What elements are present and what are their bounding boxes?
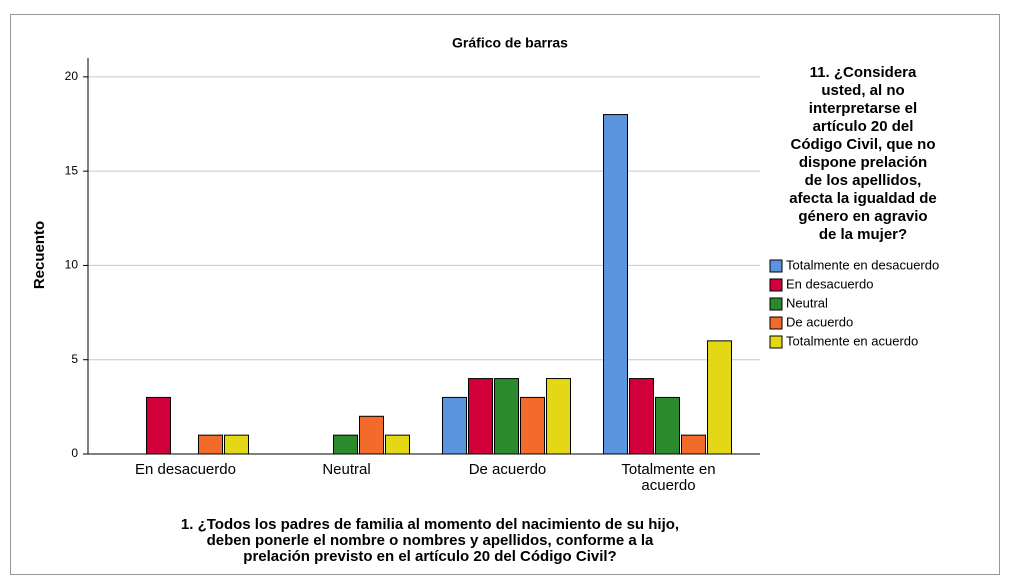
legend-swatch xyxy=(769,335,783,349)
bar xyxy=(146,396,171,455)
bar xyxy=(629,378,654,455)
y-tick-label: 0 xyxy=(71,446,78,460)
bar xyxy=(655,396,680,455)
legend-swatch xyxy=(769,297,783,311)
legend-label: Totalmente en acuerdo xyxy=(786,333,918,348)
bar xyxy=(707,340,732,455)
y-axis-label: Recuento xyxy=(31,221,48,289)
x-axis-label: 1. ¿Todos los padres de familia al momen… xyxy=(180,516,680,565)
x-tick-label: Neutral xyxy=(322,461,371,478)
legend-label: En desacuerdo xyxy=(786,276,873,291)
bar xyxy=(468,378,493,455)
bar xyxy=(494,378,519,455)
x-tick-label: Totalmente en acuerdo xyxy=(621,461,716,494)
bar xyxy=(681,434,706,455)
legend-label: Neutral xyxy=(786,295,828,310)
legend-label: De acuerdo xyxy=(786,314,853,329)
legend-label: Totalmente en desacuerdo xyxy=(786,257,939,272)
x-tick-label: De acuerdo xyxy=(468,461,547,478)
y-tick-label: 15 xyxy=(65,163,79,177)
bar xyxy=(385,434,410,455)
chart-title: Gráfico de barras xyxy=(452,35,568,51)
bar xyxy=(198,434,223,455)
legend-title: 11. ¿Considera usted, al no interpretars… xyxy=(789,64,937,243)
bar xyxy=(442,396,467,455)
bar xyxy=(333,434,358,455)
legend-swatch xyxy=(769,316,783,330)
y-tick-label: 10 xyxy=(65,258,79,272)
x-tick-label: En desacuerdo xyxy=(135,461,236,478)
bar xyxy=(603,114,628,455)
frame xyxy=(10,14,1000,575)
bar xyxy=(520,396,545,455)
bar xyxy=(359,415,384,455)
y-tick-label: 5 xyxy=(71,352,78,366)
legend-swatch xyxy=(769,278,783,292)
legend-swatch xyxy=(769,259,783,273)
bar xyxy=(546,378,571,455)
y-tick-label: 20 xyxy=(65,69,79,83)
bar xyxy=(224,434,249,455)
